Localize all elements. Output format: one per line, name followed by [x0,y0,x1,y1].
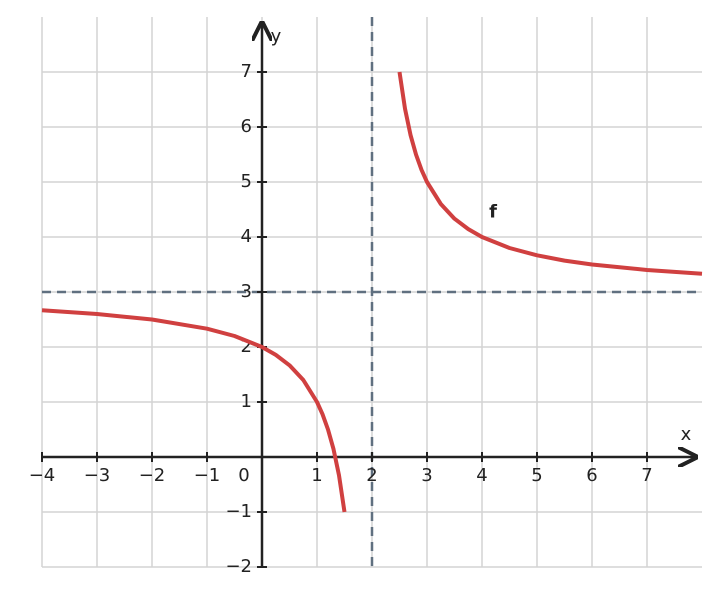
y-tick-label: 7 [241,61,252,82]
function-curve [41,71,703,513]
x-tick-label: 6 [586,465,597,486]
y-tick-label: −2 [225,556,252,577]
y-tick-label: 3 [241,281,252,302]
x-tick-label: −1 [194,465,221,486]
y-tick-label: 5 [241,171,252,192]
y-tick-label: −1 [225,501,252,522]
x-tick-label: 1 [311,465,322,486]
x-tick-label: 3 [421,465,432,486]
axis-label: x [681,424,692,445]
x-tick-label: 0 [238,465,249,486]
x-tick-label: −2 [139,465,166,486]
x-tick-label: 4 [476,465,487,486]
x-tick-label: 5 [531,465,542,486]
y-tick-label: 1 [241,391,252,412]
x-tick-label: −3 [84,465,111,486]
function-label: f [489,201,497,222]
x-tick-label: 7 [641,465,652,486]
axis-label: y [271,26,282,47]
x-tick-label: −4 [29,465,56,486]
y-tick-label: 4 [241,226,252,247]
y-tick-label: 6 [241,116,252,137]
y-tick-label: 2 [241,336,252,357]
x-tick-label: 2 [366,465,377,486]
